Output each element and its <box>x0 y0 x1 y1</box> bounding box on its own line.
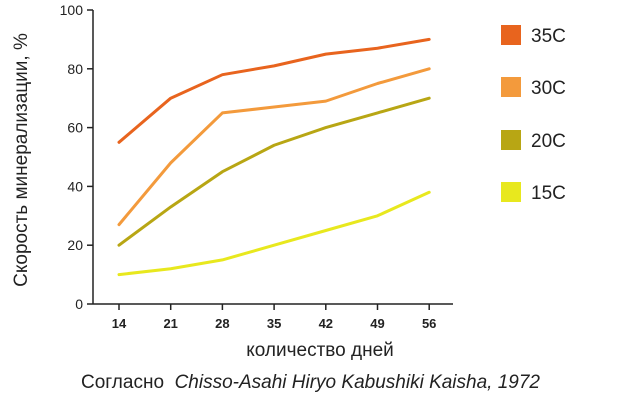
y-tick-label: 60 <box>67 120 83 136</box>
legend-label-20C: 20C <box>531 131 566 152</box>
axes <box>92 10 453 305</box>
legend-label-15C: 15C <box>531 183 566 204</box>
x-tick-label: 28 <box>215 316 229 331</box>
series-lines <box>117 37 431 277</box>
source-citation: Согласно Chisso-Asahi Hiryo Kabushiki Ka… <box>0 372 621 394</box>
series-line-35C <box>117 37 431 144</box>
legend-swatch-35C <box>501 25 521 45</box>
y-ticks: 0 20 40 60 80 100 <box>60 2 93 312</box>
legend-swatch-15C <box>501 182 521 202</box>
series-line-30C <box>117 67 431 227</box>
legend-label-35C: 35C <box>531 26 566 47</box>
series-line-15C <box>117 190 431 277</box>
x-axis-title: количество дней <box>246 340 394 361</box>
legend-label-30C: 30C <box>531 78 566 99</box>
legend-swatch-20C <box>501 130 521 150</box>
series-line-20C <box>117 96 431 247</box>
x-tick-label: 56 <box>422 316 436 331</box>
y-tick-label: 100 <box>60 2 84 18</box>
x-tick-label: 14 <box>112 316 127 331</box>
source-text: Chisso-Asahi Hiryo Kabushiki Kaisha, 197… <box>174 372 540 393</box>
x-tick-label: 21 <box>163 316 177 331</box>
y-tick-label: 40 <box>67 178 83 194</box>
x-ticks: 14 21 28 35 42 49 56 <box>112 304 436 331</box>
source-prefix: Согласно <box>81 372 165 393</box>
legend-swatch-30C <box>501 77 521 97</box>
y-axis-title: Скорость минерализации, % <box>11 33 32 287</box>
y-tick-label: 20 <box>67 237 83 253</box>
x-tick-label: 42 <box>319 316 333 331</box>
legend: 35C 30C 20C 15C <box>501 25 566 204</box>
y-tick-label: 0 <box>75 296 83 312</box>
y-tick-label: 80 <box>67 61 83 77</box>
mineralization-chart: 0 20 40 60 80 100 14 21 28 35 42 49 56 количество д… <box>11 2 566 361</box>
x-tick-label: 35 <box>267 316 281 331</box>
x-tick-label: 49 <box>370 316 384 331</box>
